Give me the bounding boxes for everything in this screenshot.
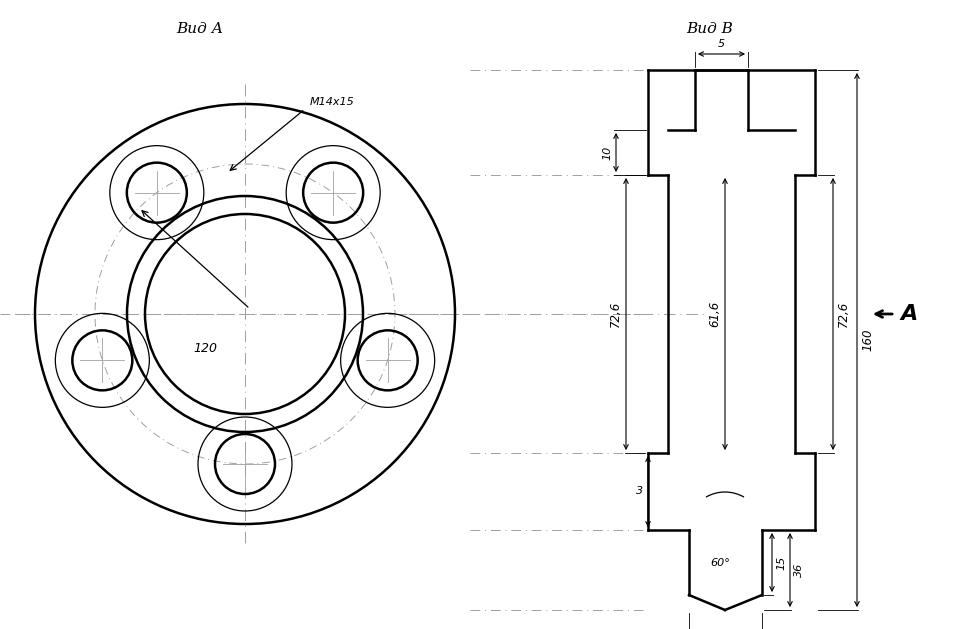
Text: М14х15: М14х15 bbox=[310, 97, 355, 107]
Text: 36: 36 bbox=[794, 563, 804, 577]
Text: 3: 3 bbox=[636, 486, 643, 496]
Text: 5: 5 bbox=[718, 39, 725, 49]
Text: 160: 160 bbox=[861, 329, 874, 351]
Text: 120: 120 bbox=[193, 343, 217, 355]
Text: 72,6: 72,6 bbox=[837, 301, 850, 327]
Text: 60°: 60° bbox=[710, 558, 730, 568]
Text: А: А bbox=[900, 304, 917, 324]
Text: 61,6: 61,6 bbox=[708, 301, 721, 327]
Text: Вид В: Вид В bbox=[686, 22, 733, 36]
Text: 72,6: 72,6 bbox=[609, 301, 622, 327]
Text: Вид А: Вид А bbox=[177, 22, 224, 36]
Text: 15: 15 bbox=[776, 555, 786, 570]
Text: 10: 10 bbox=[602, 145, 612, 160]
